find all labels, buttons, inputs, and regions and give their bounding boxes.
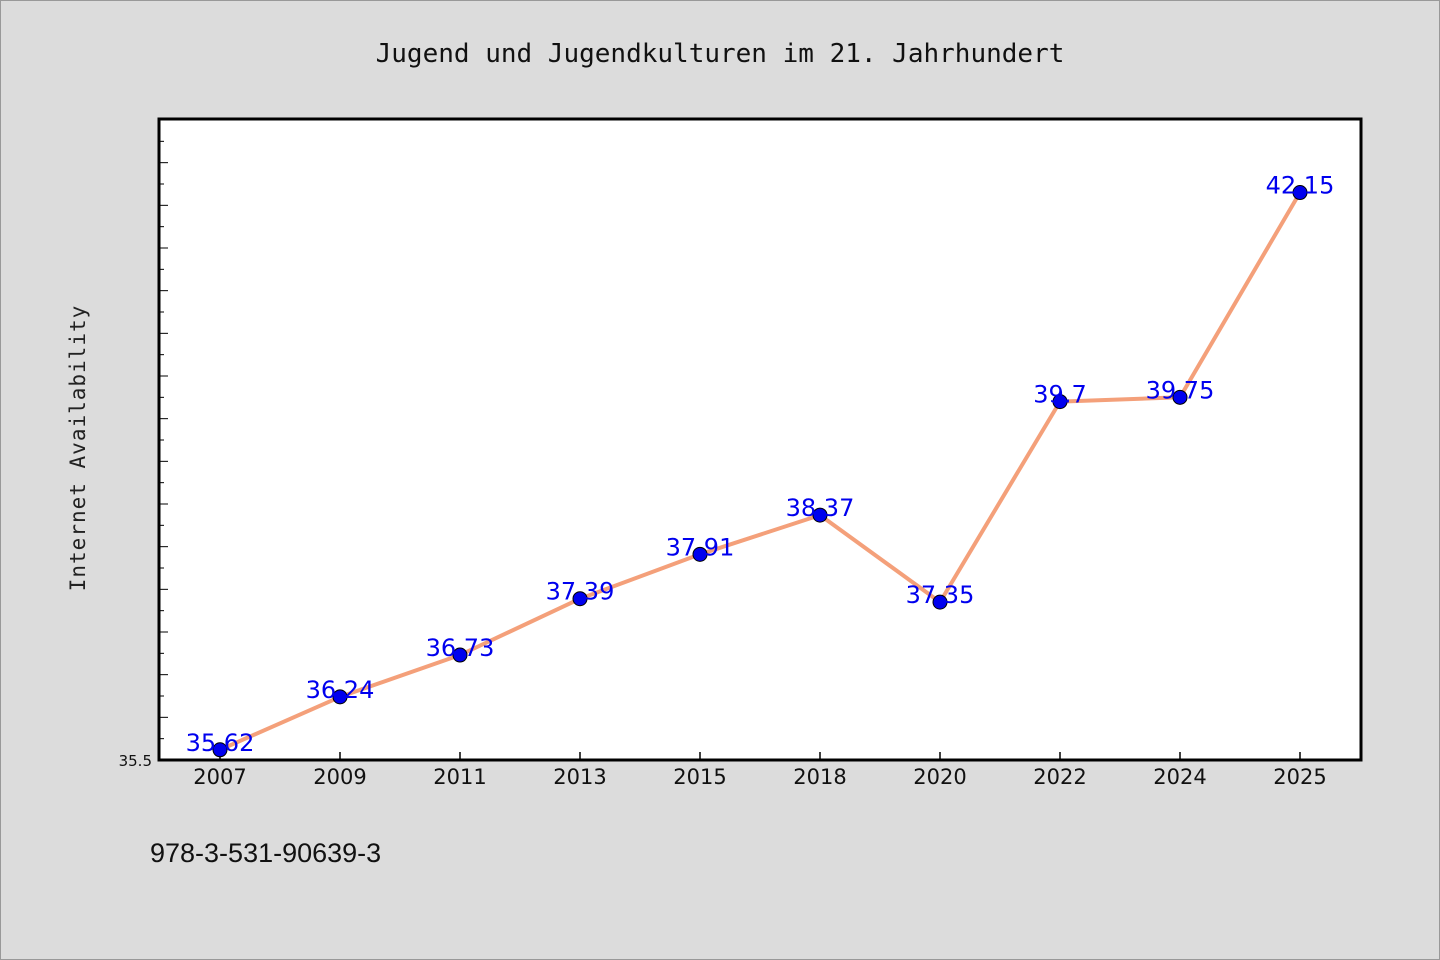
series-line-group <box>219 191 1302 752</box>
data-point <box>332 689 348 705</box>
data-label: 38.37 <box>786 494 855 522</box>
data-point <box>812 507 828 523</box>
x-tick-label: 2020 <box>913 765 966 789</box>
data-point <box>212 742 228 758</box>
isbn-footer: 978-3-531-90639-3 <box>150 838 381 868</box>
data-point <box>1052 394 1068 410</box>
data-point <box>692 546 708 562</box>
chart-title: Jugend und Jugendkulturen im 21. Jahrhun… <box>376 39 1065 69</box>
data-label: 37.39 <box>546 578 615 606</box>
data-point <box>1292 185 1308 201</box>
x-tick-label: 2024 <box>1153 765 1206 789</box>
plot-area <box>157 117 1363 762</box>
data-label: 39.7 <box>1033 381 1086 409</box>
x-tick-label: 2007 <box>193 765 246 789</box>
data-point <box>932 594 948 610</box>
x-tick-label: 2013 <box>553 765 606 789</box>
x-tick-label: 2022 <box>1033 765 1086 789</box>
data-label: 42.15 <box>1266 172 1335 200</box>
y-minor-ticks <box>160 119 168 761</box>
data-label: 39.75 <box>1146 376 1215 404</box>
x-tick-label: 2011 <box>433 765 486 789</box>
data-markers <box>212 185 1308 758</box>
x-tick-label: 2009 <box>313 765 366 789</box>
x-tick-label: 2015 <box>673 765 726 789</box>
data-label: 37.91 <box>666 533 735 561</box>
data-label: 36.24 <box>306 676 375 704</box>
data-point <box>1172 389 1188 405</box>
series-line <box>219 191 1302 752</box>
data-labels: 35.62 36.24 36.73 37.39 37.91 38.37 37.35 39.7 3… <box>186 172 1335 757</box>
data-point <box>572 591 588 607</box>
x-tick-label: 2018 <box>793 765 846 789</box>
y-axis-label: Internet Availability <box>66 305 90 592</box>
data-label: 35.62 <box>186 729 255 757</box>
data-point <box>452 647 468 663</box>
data-label: 36.73 <box>426 634 495 662</box>
y-tick-label: 35.5 <box>119 752 152 770</box>
data-label: 37.35 <box>906 581 975 609</box>
x-tick-label: 2025 <box>1273 765 1326 789</box>
x-ticks: 2007 2009 2011 2013 2015 2018 2020 2022 2024 2025 <box>193 752 1327 789</box>
